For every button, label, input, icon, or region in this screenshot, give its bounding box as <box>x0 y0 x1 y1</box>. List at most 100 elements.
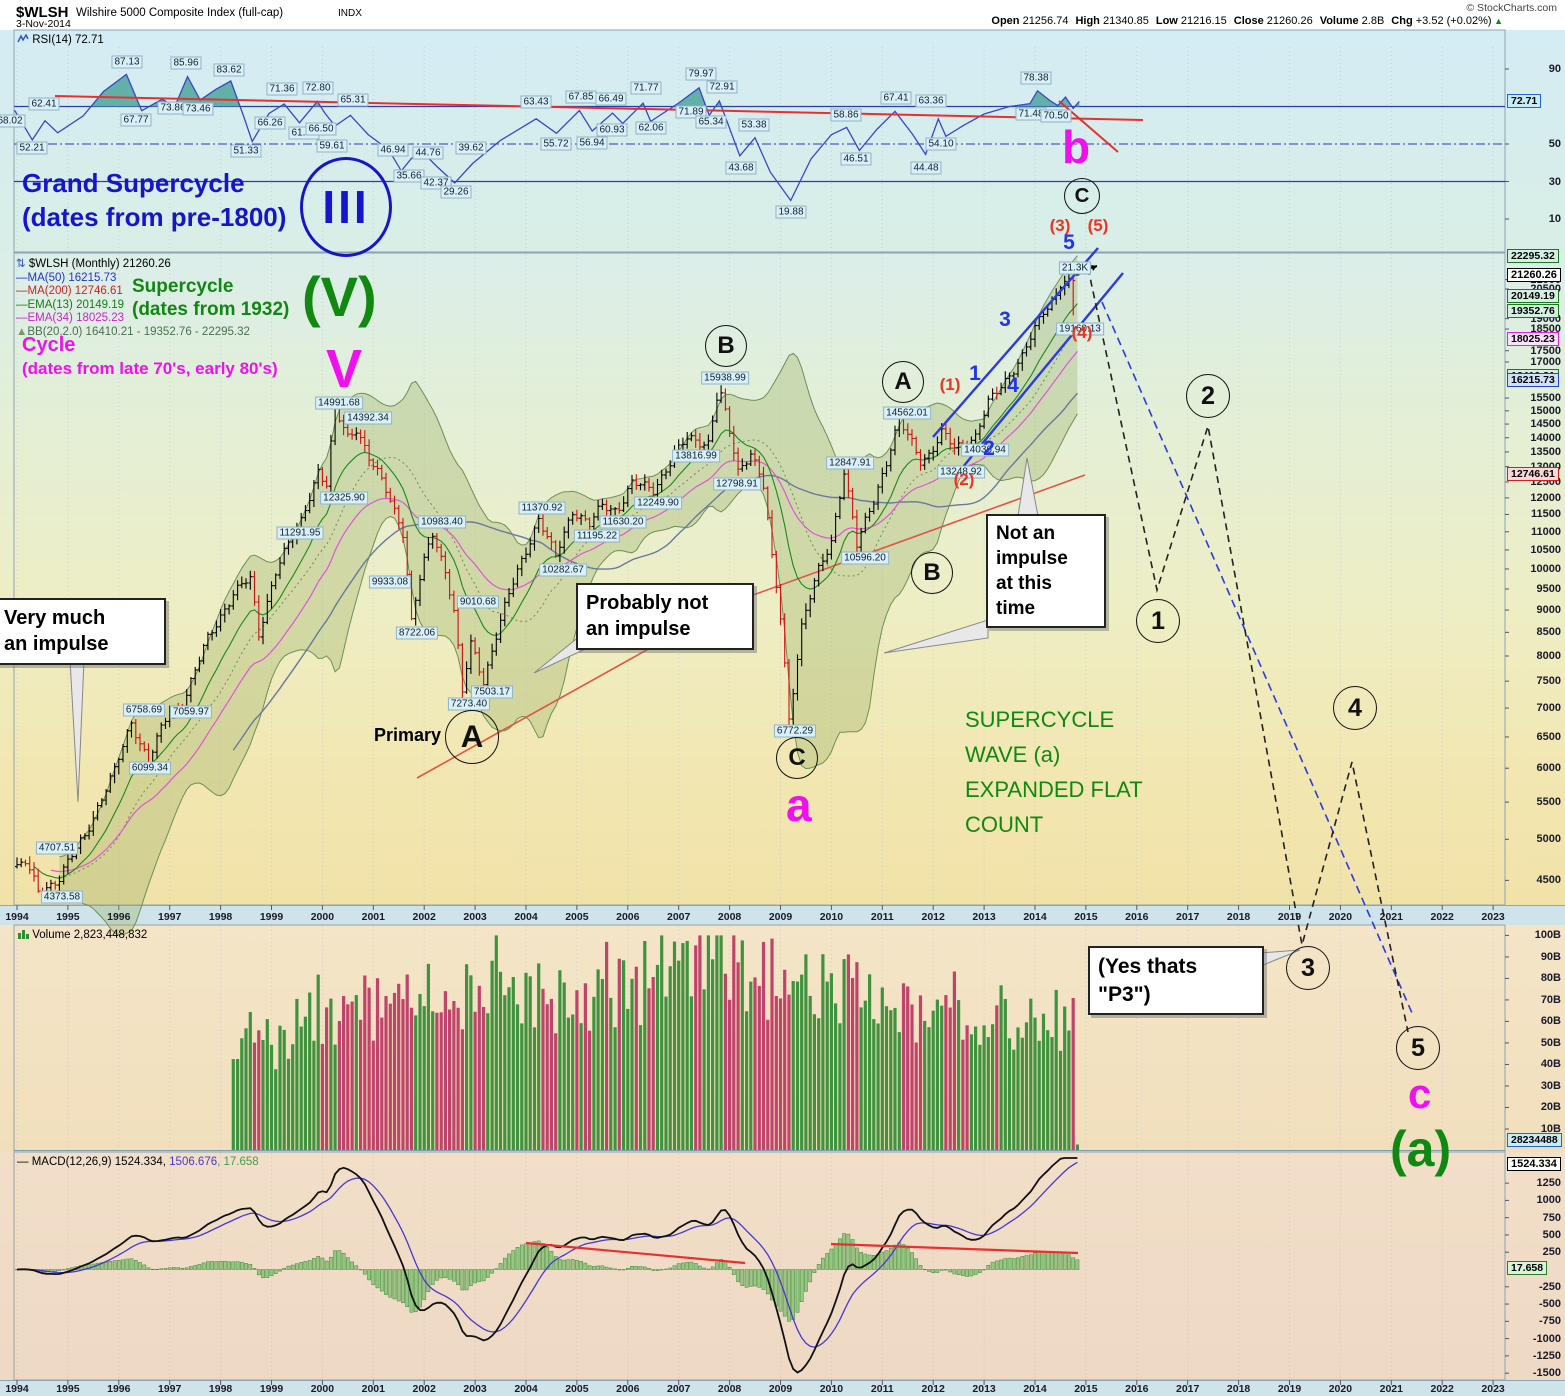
macd-histogram-bar <box>116 1260 121 1270</box>
macd-histogram-bar <box>477 1269 482 1283</box>
x-axis-year: 1995 <box>56 911 80 923</box>
main-legend-title: ⇅ $WLSH (Monthly) 21260.26 <box>16 258 171 270</box>
x-axis-year: 2011 <box>870 911 894 923</box>
macd-histogram-bar <box>273 1269 278 1274</box>
macd-histogram-bar <box>638 1266 643 1270</box>
macd-histogram-bar <box>956 1269 961 1275</box>
price-axis-label: 9500 <box>1536 582 1561 595</box>
volume-bar <box>617 958 621 1151</box>
volume-bar <box>308 992 312 1151</box>
macd-histogram-bar <box>888 1248 893 1270</box>
volume-bar <box>914 1042 918 1151</box>
rsi-axis-label: 50 <box>1548 138 1561 150</box>
macd-histogram-bar <box>252 1268 257 1270</box>
macd-histogram-bar <box>1016 1257 1020 1270</box>
volume-bar <box>795 981 800 1151</box>
volume-bar <box>443 991 447 1151</box>
rsi-value-label: 71.36 <box>266 82 298 96</box>
wave-circle-A: A <box>445 710 499 764</box>
volume-bar <box>778 998 783 1151</box>
price-marker: 19352.76 <box>1507 304 1559 319</box>
macd-histogram-bar <box>333 1250 337 1270</box>
x-axis-year: 1999 <box>259 1383 284 1395</box>
volume-legend: Volume 2,823,448,832 <box>17 928 147 943</box>
macd-histogram-bar <box>893 1244 897 1270</box>
price-pivot-label: 9010.68 <box>456 595 500 609</box>
price-axis-label: 9000 <box>1536 604 1561 617</box>
macd-histogram-bar <box>575 1260 579 1270</box>
x-axis-year: 2014 <box>1023 911 1047 923</box>
volume-bar <box>622 960 626 1151</box>
macd-histogram-bar <box>978 1269 982 1273</box>
price-axis-label: 6500 <box>1536 730 1561 743</box>
volume-bar <box>329 998 333 1151</box>
volume-bar <box>541 988 545 1151</box>
volume-bar <box>668 966 672 1151</box>
rsi-value-label: 55.72 <box>540 137 572 151</box>
macd-histogram-bar <box>206 1261 210 1270</box>
volume-bar <box>846 954 850 1151</box>
volume-bar <box>787 994 791 1151</box>
macd-histogram-bar <box>66 1268 70 1270</box>
price-axis-label: 6000 <box>1536 762 1561 775</box>
volume-bar <box>532 1027 537 1151</box>
volume-bar <box>422 1006 426 1151</box>
volume-bar <box>702 989 706 1151</box>
price-axis-label: 17500 <box>1530 344 1561 357</box>
x-axis-year: 1998 <box>208 911 233 923</box>
rsi-value-label: 59.61 <box>316 139 348 153</box>
volume-bar <box>906 986 910 1151</box>
macd-histogram-bar <box>155 1268 159 1270</box>
x-axis-year: 2015 <box>1074 911 1098 923</box>
bollinger-band-fill <box>59 255 1078 935</box>
macd-histogram-bar <box>982 1269 986 1271</box>
macd-histogram-bar <box>999 1259 1003 1270</box>
volume-bar <box>872 1019 876 1151</box>
volume-bar <box>838 1023 842 1151</box>
macd-axis-label: -250 <box>1538 1280 1561 1293</box>
macd-histogram-bar <box>1033 1252 1037 1270</box>
volume-bar <box>571 1014 575 1151</box>
macd-histogram-bar <box>367 1269 371 1281</box>
volume-bar <box>757 985 761 1151</box>
x-axis-year: 2005 <box>565 1383 589 1395</box>
volume-bar <box>405 974 409 1151</box>
price-pivot-label: 11630.20 <box>599 515 647 529</box>
volume-bar <box>749 981 753 1151</box>
macd-histogram-bar <box>630 1266 634 1270</box>
x-axis-year: 1994 <box>5 1383 29 1395</box>
macd-histogram-bar <box>816 1264 821 1270</box>
volume-bar <box>528 976 532 1151</box>
macd-histogram-bar <box>719 1259 723 1270</box>
x-axis-year: 2010 <box>819 911 844 923</box>
volume-bar <box>1037 1040 1041 1151</box>
macd-histogram-bar <box>502 1257 507 1270</box>
macd-histogram-bar <box>426 1269 431 1292</box>
macd-histogram-bar <box>850 1239 855 1270</box>
rsi-value-label: 66.26 <box>254 116 286 130</box>
macd-histogram-bar <box>939 1269 944 1271</box>
rsi-value-label: 66.50 <box>305 122 337 136</box>
volume-bar <box>558 970 562 1151</box>
macd-histogram-bar <box>566 1259 571 1270</box>
volume-bar <box>469 975 473 1151</box>
price-bars-up <box>15 273 1080 902</box>
macd-histogram-bar <box>600 1265 605 1270</box>
macd-histogram-bar <box>485 1269 490 1278</box>
volume-bar <box>511 977 515 1151</box>
macd-histogram-bar <box>944 1269 948 1271</box>
wave-circle-1: 1 <box>1136 599 1180 643</box>
wave-circle-A: A <box>882 361 924 403</box>
macd-histogram-bar <box>986 1265 991 1270</box>
macd-histogram-bar <box>286 1265 291 1270</box>
macd-axis-label: -1500 <box>1532 1367 1561 1380</box>
macd-legend-signal: 1506.676 <box>165 1156 218 1168</box>
volume-bar <box>465 964 469 1151</box>
chart-header <box>0 0 1565 30</box>
volume-bar <box>880 987 884 1151</box>
price-marker: 22295.32 <box>1507 249 1559 264</box>
volume-bar <box>244 1028 248 1151</box>
price-pivot-label: 12847.91 <box>826 456 874 470</box>
